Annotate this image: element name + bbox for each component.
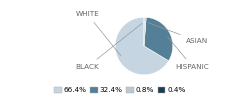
Wedge shape [144,17,145,46]
Text: WHITE: WHITE [76,11,121,56]
Legend: 66.4%, 32.4%, 0.8%, 0.4%: 66.4%, 32.4%, 0.8%, 0.4% [52,84,188,96]
Text: ASIAN: ASIAN [148,22,208,44]
Text: HISPANIC: HISPANIC [168,37,210,70]
Wedge shape [144,17,146,46]
Wedge shape [115,17,169,75]
Wedge shape [144,17,173,61]
Text: BLACK: BLACK [76,23,142,70]
